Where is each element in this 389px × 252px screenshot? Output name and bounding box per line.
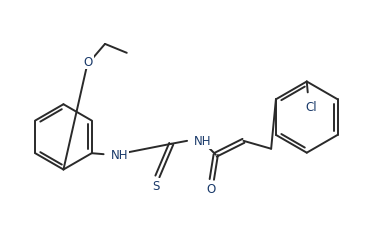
Text: Cl: Cl <box>305 100 317 113</box>
Text: O: O <box>206 182 216 195</box>
Text: NH: NH <box>110 148 128 161</box>
Text: S: S <box>153 179 160 192</box>
Text: O: O <box>84 56 93 69</box>
Text: NH: NH <box>194 135 212 148</box>
